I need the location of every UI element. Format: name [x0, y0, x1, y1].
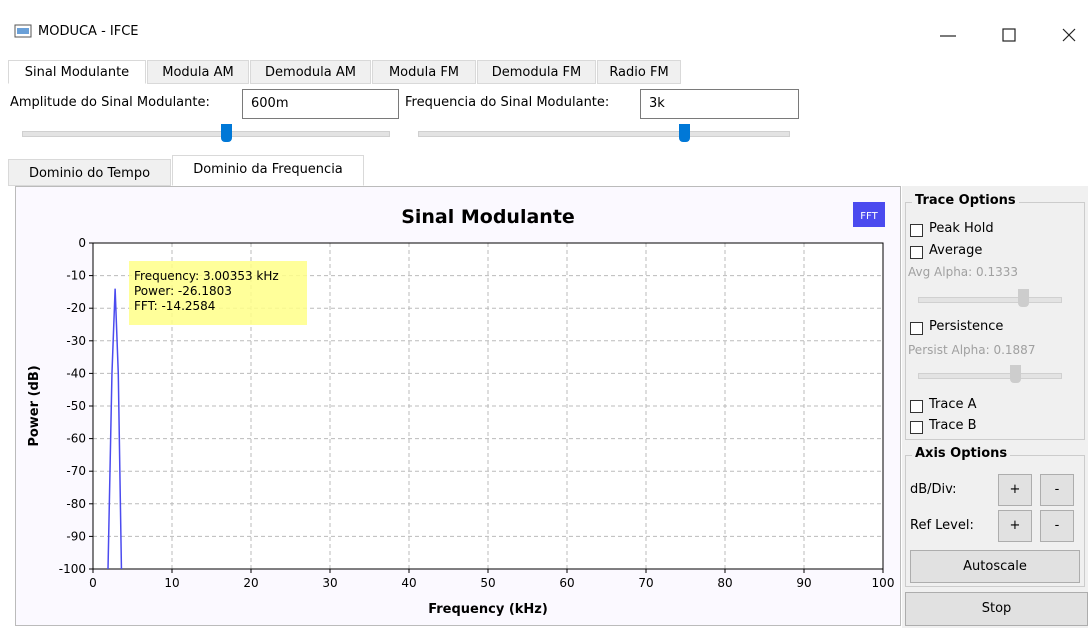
- x-tick-label: 10: [164, 576, 179, 590]
- y-tick-label: 0: [78, 236, 86, 250]
- y-axis-label: Power (dB): [27, 365, 42, 446]
- tab[interactable]: Modula FM: [372, 60, 476, 84]
- data-line: [107, 288, 123, 570]
- autoscale-button[interactable]: Autoscale: [910, 550, 1080, 583]
- checkbox[interactable]: [910, 400, 923, 413]
- slider-track: [918, 373, 1062, 379]
- y-tick-label: -60: [66, 432, 86, 446]
- y-tick-label: -50: [66, 399, 86, 413]
- legend-label: FFT: [860, 211, 878, 222]
- y-tick-label: -10: [66, 269, 86, 283]
- x-tick-label: 70: [638, 576, 653, 590]
- checkbox-label: Average: [929, 243, 983, 258]
- minus-button[interactable]: -: [1040, 510, 1074, 542]
- x-tick-label: 30: [322, 576, 337, 590]
- plus-button[interactable]: +: [998, 474, 1032, 506]
- slider-track: [22, 131, 390, 137]
- slider-thumb[interactable]: [1010, 365, 1021, 383]
- checkbox[interactable]: [910, 246, 923, 259]
- y-tick-label: -70: [66, 464, 86, 478]
- x-tick-label: 40: [401, 576, 416, 590]
- group-title: Axis Options: [912, 446, 1011, 461]
- x-axis-label: Frequency (kHz): [428, 602, 548, 617]
- axis-label: dB/Div:: [910, 482, 957, 497]
- axis-label: Ref Level:: [910, 518, 974, 533]
- checkbox[interactable]: [910, 421, 923, 434]
- x-tick-label: 90: [796, 576, 811, 590]
- amplitude-input[interactable]: 600m: [242, 89, 399, 119]
- tooltip: [129, 261, 307, 325]
- app-icon: [14, 24, 32, 38]
- legend-swatch: [853, 202, 885, 227]
- tab[interactable]: Demodula AM: [250, 60, 371, 84]
- tab[interactable]: Demodula FM: [477, 60, 596, 84]
- minus-button[interactable]: -: [1040, 474, 1074, 506]
- subtab[interactable]: Dominio da Frequencia: [172, 155, 364, 186]
- tooltip-line: Power: -26.1803: [134, 284, 232, 298]
- slider-thumb[interactable]: [679, 124, 690, 142]
- y-tick-label: -80: [66, 497, 86, 511]
- slider-track: [918, 297, 1062, 303]
- alpha-label: Avg Alpha: 0.1333: [908, 265, 1019, 279]
- tooltip-line: FFT: -14.2584: [134, 299, 215, 313]
- x-tick-label: 100: [872, 576, 895, 590]
- window-controls[interactable]: [930, 20, 1088, 50]
- slider-track: [418, 131, 790, 137]
- x-tick-label: 0: [89, 576, 97, 590]
- alpha-label: Persist Alpha: 0.1887: [908, 343, 1036, 357]
- tab[interactable]: Sinal Modulante: [8, 60, 146, 84]
- group-title: Trace Options: [912, 193, 1019, 208]
- tab[interactable]: Modula AM: [147, 60, 249, 84]
- y-tick-label: -100: [59, 562, 86, 576]
- y-tick-label: -40: [66, 366, 86, 380]
- checkbox[interactable]: [910, 224, 923, 237]
- x-tick-label: 60: [559, 576, 574, 590]
- checkbox-label: Peak Hold: [929, 221, 994, 236]
- frequency-input[interactable]: 3k: [640, 89, 799, 119]
- slider-thumb[interactable]: [1018, 289, 1029, 307]
- amplitude-label: Amplitude do Sinal Modulante:: [10, 95, 210, 110]
- plus-button[interactable]: +: [998, 510, 1032, 542]
- x-tick-label: 50: [480, 576, 495, 590]
- stop-button[interactable]: Stop: [905, 592, 1088, 626]
- checkbox-label: Persistence: [929, 319, 1004, 334]
- y-tick-label: -20: [66, 301, 86, 315]
- checkbox-label: Trace B: [929, 418, 977, 433]
- y-tick-label: -30: [66, 334, 86, 348]
- checkbox-label: Trace A: [929, 397, 977, 412]
- checkbox[interactable]: [910, 322, 923, 335]
- tooltip-line: Frequency: 3.00353 kHz: [134, 269, 279, 283]
- subtab[interactable]: Dominio do Tempo: [8, 159, 171, 186]
- x-tick-label: 80: [717, 576, 732, 590]
- window-title: MODUCA - IFCE: [38, 24, 139, 39]
- frequency-label: Frequencia do Sinal Modulante:: [405, 95, 610, 110]
- plot-frame: [92, 242, 884, 570]
- chart-title: Sinal Modulante: [401, 206, 575, 228]
- y-tick-label: -90: [66, 529, 86, 543]
- slider-thumb[interactable]: [221, 124, 232, 142]
- x-tick-label: 20: [243, 576, 258, 590]
- tab[interactable]: Radio FM: [597, 60, 681, 84]
